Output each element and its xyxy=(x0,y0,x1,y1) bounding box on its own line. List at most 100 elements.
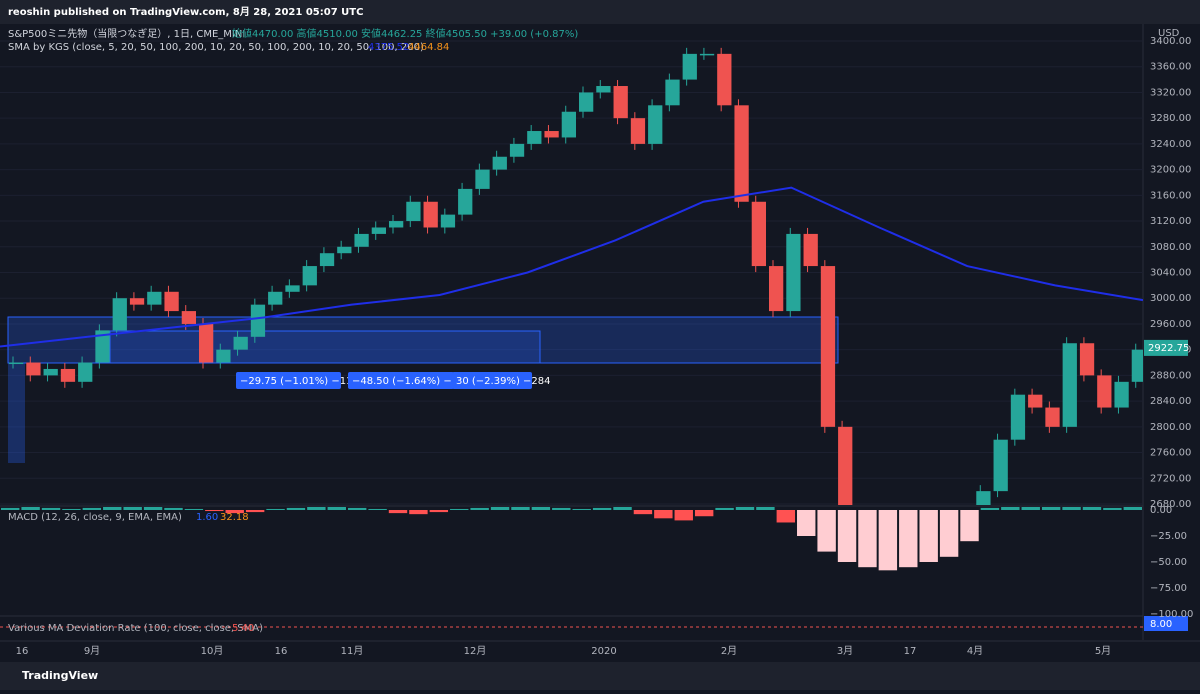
price-tick-label: 2840.00 xyxy=(1150,396,1191,407)
sma-value: 4375.52 xyxy=(368,42,409,53)
deviation-last: 8.00 xyxy=(1150,619,1172,630)
macd-bar xyxy=(429,510,449,513)
macd-bar xyxy=(633,510,653,515)
macd-bar xyxy=(470,507,489,510)
macd-bar xyxy=(1021,507,1040,510)
time-label: 2月 xyxy=(721,645,737,657)
measure-box xyxy=(236,372,341,389)
candle-body xyxy=(803,233,818,267)
last-price-label: 2922.75 xyxy=(1148,343,1189,354)
candle-body xyxy=(458,188,473,215)
macd-bar xyxy=(552,507,571,510)
candle-body xyxy=(786,233,801,312)
candle-body xyxy=(976,491,991,505)
candle-body xyxy=(250,304,266,337)
measure-zone xyxy=(8,363,25,463)
measure-zone xyxy=(109,330,541,364)
macd-bar xyxy=(939,510,959,557)
macd-bar xyxy=(490,507,510,510)
price-tick-label: 3120.00 xyxy=(1150,216,1191,227)
macd-bar xyxy=(409,510,428,515)
candle-body xyxy=(1062,343,1077,427)
time-label: 3月 xyxy=(837,645,853,657)
price-pane xyxy=(0,47,1143,505)
candle-body xyxy=(820,266,836,427)
macd-bar xyxy=(205,510,224,512)
candle-body xyxy=(699,53,715,56)
macd-pane xyxy=(1,507,1142,571)
macd-bar xyxy=(41,507,61,510)
candle-body xyxy=(406,201,421,222)
macd-bar xyxy=(164,507,183,510)
price-tick-label: 3040.00 xyxy=(1150,268,1191,279)
macd-tick-label: 0.00 xyxy=(1150,505,1172,516)
macd-bar xyxy=(1103,507,1122,510)
macd-bar xyxy=(613,507,632,510)
macd-bar xyxy=(286,507,306,510)
macd-tick-label: −100.00 xyxy=(1150,609,1193,620)
price-tick-label: 3280.00 xyxy=(1150,113,1191,124)
macd-bar xyxy=(327,507,346,510)
candle-body xyxy=(527,131,542,144)
price-tick-label: 3000.00 xyxy=(1150,293,1191,304)
macd-bar xyxy=(225,510,244,514)
time-label: 2020 xyxy=(591,646,616,657)
macd-bar xyxy=(980,507,1000,510)
macd-bar xyxy=(654,510,673,519)
macd-bar xyxy=(388,510,408,514)
macd-bar xyxy=(82,507,102,510)
candle-body xyxy=(751,201,766,267)
candle-body xyxy=(993,439,1008,492)
time-label: 16 xyxy=(16,646,29,657)
price-tick-label: 3200.00 xyxy=(1150,165,1191,176)
candle-body xyxy=(95,330,110,363)
macd-bar xyxy=(266,508,285,510)
macd-bar xyxy=(735,507,755,510)
macd-bar xyxy=(572,508,591,510)
macd-bar xyxy=(1001,507,1020,510)
measure-zone xyxy=(7,316,839,364)
candle-body xyxy=(648,105,663,144)
candle-body xyxy=(630,118,646,144)
macd-bar xyxy=(1,507,20,510)
candle-body xyxy=(596,86,611,93)
candle-body xyxy=(838,426,853,505)
measure-box xyxy=(452,372,532,389)
candle-body xyxy=(1114,381,1129,408)
macd-label: MACD (12, 26, close, 9, EMA, EMA) xyxy=(8,512,182,523)
macd-bar xyxy=(62,508,81,510)
macd-bar xyxy=(899,510,918,568)
macd-bar xyxy=(1041,507,1061,510)
candle-body xyxy=(440,214,456,228)
candle-body xyxy=(717,53,732,106)
price-tick-label: 2760.00 xyxy=(1150,448,1191,459)
measure-label: −48.50 (−1.64%) −194 xyxy=(352,376,471,387)
macd-bar xyxy=(776,510,796,523)
candle-body xyxy=(129,298,145,305)
macd-bar xyxy=(715,507,734,510)
price-tick-label: 2800.00 xyxy=(1150,422,1191,433)
macd-bar xyxy=(837,510,857,562)
time-label: 11月 xyxy=(341,645,364,657)
macd-tick-label: −75.00 xyxy=(1150,583,1187,594)
candle-body xyxy=(164,291,179,312)
macd-bar xyxy=(878,510,898,571)
price-tick-label: 3320.00 xyxy=(1150,87,1191,98)
candle-body xyxy=(9,362,24,365)
macd-bar xyxy=(245,510,265,513)
candle-body xyxy=(561,111,576,138)
last-price-box xyxy=(1144,339,1188,356)
candle-body xyxy=(1079,343,1095,376)
sma-line xyxy=(0,186,1143,348)
candle-body xyxy=(544,131,559,138)
price-tick-label: 3160.00 xyxy=(1150,190,1191,201)
price-tick-label: 3400.00 xyxy=(1150,36,1191,47)
macd-bar xyxy=(123,507,142,510)
publisher: reoshin published on TradingView.com, 8月… xyxy=(8,6,363,18)
price-tick-label: 2880.00 xyxy=(1150,370,1191,381)
candle-body xyxy=(1097,375,1112,408)
macd-bar xyxy=(1062,507,1081,510)
overlay: 2922.75 USD −29.75 (−1.01%) −119−48.50 (−1… xyxy=(0,27,1189,657)
candle-body xyxy=(371,227,386,234)
